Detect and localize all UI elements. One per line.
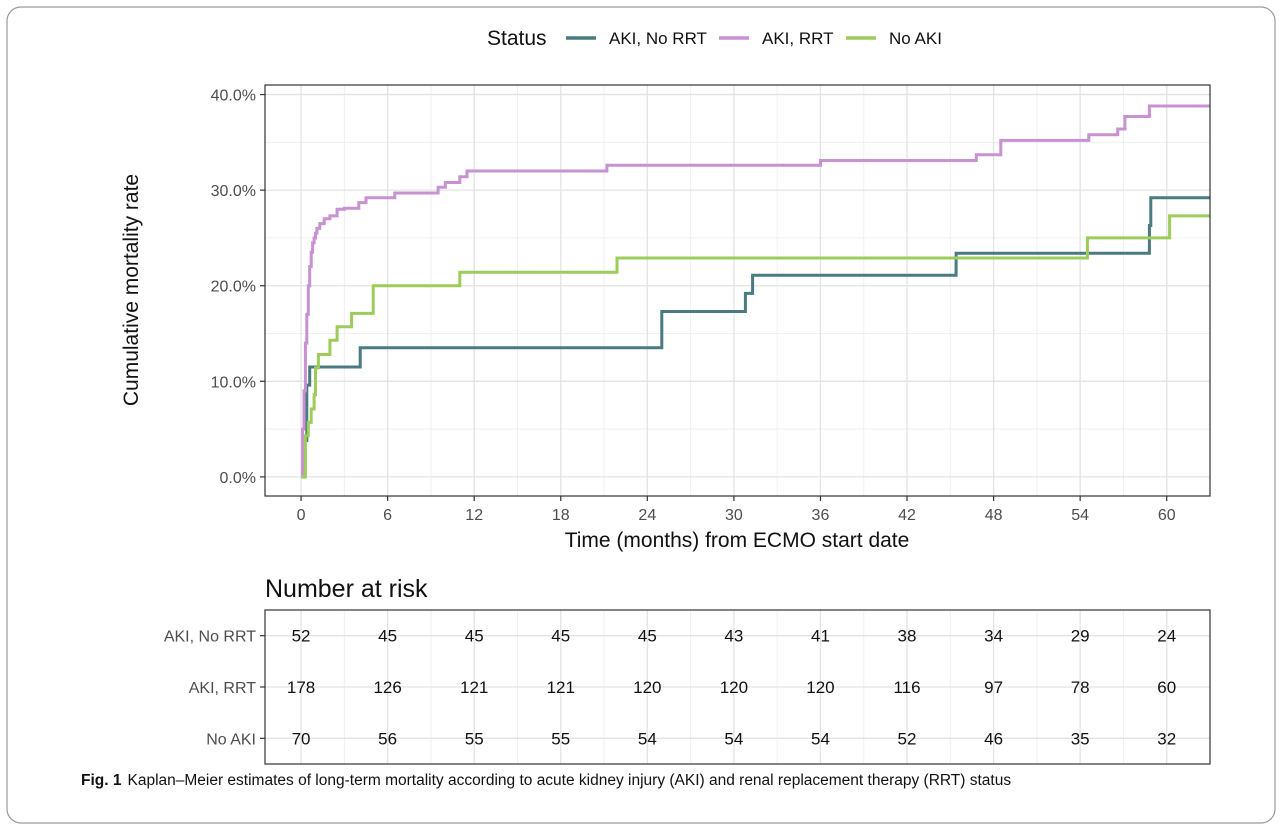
risk-value: 56 <box>378 729 397 748</box>
risk-value: 121 <box>547 678 575 697</box>
x-axis-title: Time (months) from ECMO start date <box>565 529 910 552</box>
x-tick-label: 12 <box>465 507 483 524</box>
risk-value: 60 <box>1157 678 1176 697</box>
survival-curves <box>301 104 1210 479</box>
x-axis: 0 6 12 18 24 30 36 42 48 54 60 <box>297 496 1176 524</box>
risk-value: 52 <box>292 627 311 646</box>
risk-value: 34 <box>984 627 1003 646</box>
y-axis: 0.0% 10.0% 20.0% 30.0% 40.0% <box>211 88 265 487</box>
risk-value: 43 <box>724 627 743 646</box>
x-tick-label: 36 <box>812 507 830 524</box>
x-tick-label: 24 <box>638 507 656 524</box>
risk-value: 116 <box>893 678 920 697</box>
y-tick-label: 30.0% <box>211 183 256 200</box>
risk-row-label: AKI, No RRT <box>164 629 256 646</box>
x-tick-label: 0 <box>297 507 306 524</box>
y-tick-label: 10.0% <box>211 374 256 391</box>
caption-label: Fig. 1 <box>81 772 122 789</box>
risk-value: 120 <box>633 678 661 697</box>
risk-value: 45 <box>465 627 484 646</box>
plot-panel-border <box>264 84 1211 497</box>
legend-label-aki-rrt: AKI, RRT <box>762 29 833 48</box>
risk-value: 45 <box>638 627 657 646</box>
risk-value: 41 <box>811 627 830 646</box>
y-tick-label: 20.0% <box>211 279 256 296</box>
y-axis-title: Cumulative mortality rate <box>120 174 143 406</box>
risk-value: 32 <box>1157 729 1176 748</box>
figure-border <box>6 6 1276 824</box>
caption-text: Kaplan–Meier estimates of long-term mort… <box>127 772 1012 789</box>
risk-value: 120 <box>720 678 748 697</box>
risk-value: 121 <box>460 678 488 697</box>
risk-value: 35 <box>1071 729 1090 748</box>
risk-value: 45 <box>551 627 570 646</box>
risk-row-label: AKI, RRT <box>189 680 257 697</box>
curve-aki-rrt <box>301 104 1210 479</box>
risk-table-title: Number at risk <box>265 575 428 603</box>
x-tick-label: 48 <box>985 507 1003 524</box>
x-tick-label: 18 <box>552 507 570 524</box>
y-tick-label: 40.0% <box>211 88 256 105</box>
figure-caption: Fig. 1 Kaplan–Meier estimates of long-ter… <box>81 772 1271 790</box>
x-tick-label: 54 <box>1071 507 1089 524</box>
risk-value: 78 <box>1071 678 1090 697</box>
risk-value: 126 <box>373 678 401 697</box>
y-tick-label: 0.0% <box>220 470 256 487</box>
x-tick-label: 60 <box>1158 507 1176 524</box>
risk-value: 54 <box>724 729 743 748</box>
risk-value: 54 <box>638 729 657 748</box>
risk-value: 24 <box>1157 627 1176 646</box>
risk-value: 38 <box>898 627 917 646</box>
risk-table-row-labels: AKI, No RRT AKI, RRT No AKI <box>164 629 265 748</box>
x-tick-label: 42 <box>898 507 916 524</box>
x-tick-label: 6 <box>383 507 392 524</box>
legend: Status AKI, No RRT AKI, RRT No AKI <box>487 27 942 50</box>
risk-row-label: No AKI <box>206 731 256 748</box>
risk-value: 55 <box>551 729 570 748</box>
risk-value: 46 <box>984 729 1003 748</box>
risk-value: 52 <box>898 729 917 748</box>
curve-no-aki <box>301 214 1210 479</box>
risk-table-values: 52 45 45 45 45 43 41 38 34 29 24 178 126 121 121 120 120… <box>287 627 1176 749</box>
risk-value: 55 <box>465 729 484 748</box>
risk-table-grid <box>265 610 1210 764</box>
risk-value: 70 <box>292 729 311 748</box>
risk-value: 54 <box>811 729 830 748</box>
legend-title: Status <box>487 27 547 50</box>
x-tick-label: 30 <box>725 507 743 524</box>
risk-value: 178 <box>287 678 315 697</box>
legend-label-no-aki: No AKI <box>889 29 942 48</box>
risk-value: 29 <box>1071 627 1090 646</box>
grid-minor <box>265 85 1210 496</box>
risk-value: 45 <box>378 627 397 646</box>
risk-value: 97 <box>984 678 1003 697</box>
risk-value: 120 <box>806 678 834 697</box>
curve-aki-no-rrt <box>301 196 1210 479</box>
grid-major <box>265 85 1210 496</box>
legend-label-aki-no-rrt: AKI, No RRT <box>609 29 707 48</box>
